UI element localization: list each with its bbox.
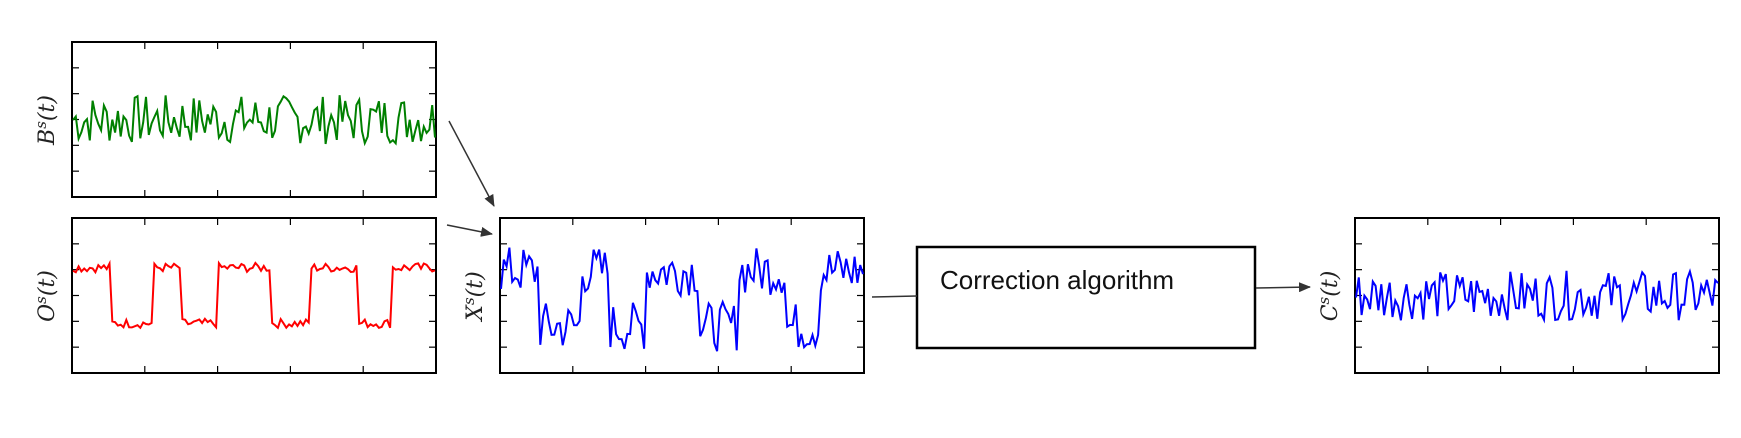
panel-c-trace	[1355, 268, 1719, 324]
panel-c-ylabel: Cs(t)	[1315, 271, 1343, 322]
panel-c-signal: Cs(t)	[1315, 217, 1720, 374]
arrow-b-to-x	[448, 120, 495, 207]
connector-x-to-box	[871, 295, 918, 298]
panel-x-ticks	[500, 218, 864, 373]
panel-b-trace	[72, 94, 436, 147]
panel-b-ticks	[72, 42, 436, 197]
correction-algorithm-box	[915, 245, 1257, 350]
panel-o-ticks	[72, 218, 436, 373]
panel-x-frame	[499, 217, 865, 374]
correction-algorithm-block: Correction algorithm	[915, 245, 1257, 350]
panel-c-ticks	[1355, 218, 1719, 373]
arrow-o-to-x	[446, 224, 493, 237]
panel-o-trace	[72, 259, 436, 330]
panel-x-signal: Xs(t)	[460, 217, 865, 374]
correction-algorithm-label: Correction algorithm	[940, 265, 1174, 295]
panel-x-trace	[500, 247, 864, 352]
panel-b-signal: Bs(t)	[32, 41, 437, 198]
panel-x-ylabel: Xs(t)	[460, 271, 488, 322]
panel-b-ylabel: Bs(t)	[32, 95, 60, 146]
panel-o-ylabel: Os(t)	[32, 270, 60, 322]
arrow-box-to-c	[1255, 282, 1311, 293]
panel-o-frame	[71, 217, 437, 374]
panel-o-signal: Os(t)	[32, 217, 437, 374]
